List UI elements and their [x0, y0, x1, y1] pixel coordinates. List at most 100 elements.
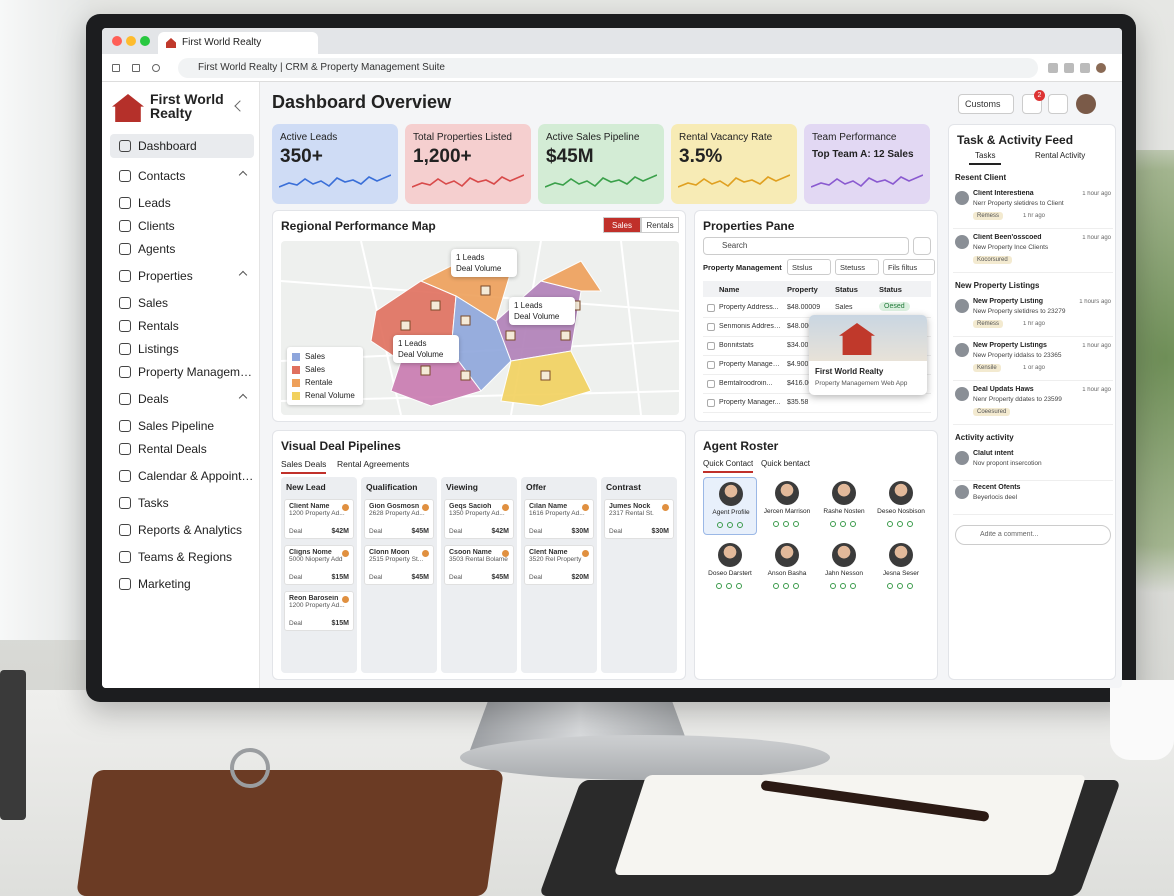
nav-label: Calendar & Appointments	[138, 469, 254, 483]
feed-item[interactable]: Deal Updats Haws Nenr Property ddates to …	[953, 385, 1113, 425]
deal-card[interactable]: Clonn Moon 2515 Property St... Deal $45M	[364, 545, 434, 585]
nav-button[interactable]	[112, 64, 120, 72]
nav-subitem[interactable]: Property Management	[110, 360, 254, 384]
feed-tab[interactable]: Rental Activity	[1035, 151, 1086, 160]
deal-card[interactable]: Clent Name 3520 Rel Property Deal $20M	[524, 545, 594, 585]
nav-item[interactable]: Reports & Analytics	[110, 518, 254, 542]
feed-tab[interactable]: Tasks	[969, 151, 1002, 165]
feed-item-text: New Property sletidres to 23279	[973, 308, 1066, 315]
pipeline-column: New Lead Client Name 1200 Property Ad... De…	[281, 477, 357, 673]
nav-icon	[119, 524, 131, 536]
browser-tab[interactable]: First World Realty	[158, 32, 318, 54]
table-cell: Senmonis Address...	[719, 323, 783, 330]
filter-dropdown[interactable]: Fils filtus	[883, 259, 935, 275]
toolbar-icon[interactable]	[1080, 63, 1090, 73]
agent-card[interactable]: Doseo Darstert	[703, 539, 757, 597]
deal-card[interactable]: Client Name 1200 Property Ad... Deal $42M	[284, 499, 354, 539]
nav-item[interactable]: Properties	[110, 264, 254, 288]
kpi-card: Total Properties Listed 1,200+	[405, 124, 531, 204]
nav-subitem[interactable]: Sales	[110, 291, 254, 315]
roster-tab[interactable]: Quick bentact	[761, 459, 810, 468]
contact-icon	[783, 583, 789, 589]
pipeline-tab[interactable]: Sales Deals	[281, 459, 327, 474]
feed-item[interactable]: Recent Ofents Beyerlocis deel	[953, 483, 1113, 515]
map-callout[interactable]: 1 Leads Deal Volume	[509, 297, 575, 325]
agent-card[interactable]: Anson Basha	[760, 539, 814, 597]
nav-label: Dashboard	[138, 139, 197, 153]
nav-item[interactable]: Tasks	[110, 491, 254, 515]
notifications[interactable]: 2	[1022, 90, 1045, 114]
filter-button[interactable]	[913, 237, 931, 255]
user-avatar[interactable]	[1076, 94, 1096, 114]
deal-card[interactable]: Cilan Name 1616 Property Ad... Deal $30M	[524, 499, 594, 539]
nav-item[interactable]: Deals	[110, 387, 254, 411]
nav-subitem[interactable]: Rental Deals	[110, 437, 254, 461]
deal-label: Deal	[449, 574, 463, 581]
table-row[interactable]: Property Manager... $35.58	[703, 394, 931, 413]
agent-card[interactable]: Jercen Marrison	[760, 477, 814, 535]
deal-card[interactable]: Cligns Nome 5000 Nioperty Add Deal $15M	[284, 545, 354, 585]
toolbar-icon[interactable]	[1096, 63, 1106, 73]
url-field[interactable]: First World Realty | CRM & Property Mana…	[178, 58, 1038, 78]
nav-subitem[interactable]: Agents	[110, 237, 254, 261]
feed-item[interactable]: Client Been'osscoed New Property Ince Cli…	[953, 233, 1113, 273]
comment-field[interactable]: Adite a comment...	[955, 525, 1111, 545]
legend-swatch	[292, 365, 300, 374]
nav-icon	[119, 420, 131, 432]
nav-button[interactable]	[132, 64, 140, 72]
feed-item[interactable]: Client Interestiena Nerr Property sletidr…	[953, 189, 1113, 229]
agent-card[interactable]: Agent Profile	[703, 477, 757, 535]
agent-card[interactable]: Jesna Seser	[874, 539, 928, 597]
deal-name: Clent Name	[529, 549, 568, 556]
pipeline-column: Viewing Geqs Sacioh 1350 Property Ad... Dea…	[441, 477, 517, 673]
kpi-chart	[810, 169, 924, 198]
nav-button[interactable]	[152, 64, 160, 72]
toolbar-icon[interactable]	[1048, 63, 1058, 73]
deal-card[interactable]: Reon Barosein 1200 Property Ad... Deal $15M	[284, 591, 354, 631]
collapse-button[interactable]	[234, 100, 246, 112]
nav-subitem[interactable]: Rentals	[110, 314, 254, 338]
agent-card[interactable]: Deseo Nosbison	[874, 477, 928, 535]
feed-item[interactable]: New Property Listings New Property iddals…	[953, 341, 1113, 381]
nav-item[interactable]: Calendar & Appointments	[110, 464, 254, 488]
table-cell: $35.58	[787, 399, 809, 406]
agent-card[interactable]: Rashe Nosten	[817, 477, 871, 535]
agent-card[interactable]: Jahn Nesson	[817, 539, 871, 597]
roster-tab[interactable]: Quick Contact	[703, 459, 754, 473]
map-callout[interactable]: 1 Leads Deal Volume	[451, 249, 517, 277]
feed-item[interactable]: New Property Listing New Property sletidr…	[953, 297, 1113, 337]
filter-dropdown[interactable]: Stslus	[787, 259, 831, 275]
feed-tag: Remess	[973, 320, 1004, 328]
preview-title: First World Realty	[815, 367, 884, 376]
dropdown-label: Stslus	[792, 263, 813, 272]
nav-item[interactable]: Dashboard	[110, 134, 254, 158]
deal-card[interactable]: Geqs Sacioh 1350 Property Ad... Deal $42M	[444, 499, 514, 539]
map-tab[interactable]: Rentals	[641, 217, 679, 233]
table-cell: Property Manager...	[719, 399, 781, 406]
toolbar-icon[interactable]	[1064, 63, 1074, 73]
map-tab[interactable]: Sales	[603, 217, 641, 233]
nav-item[interactable]: Contacts	[110, 164, 254, 188]
nav-subitem[interactable]: Leads	[110, 191, 254, 215]
nav-subitem[interactable]: Listings	[110, 337, 254, 361]
table-cell: Bemtalroodroin...	[719, 380, 773, 387]
filter-dropdown[interactable]: Stetuss	[835, 259, 879, 275]
tab-label: Rentals	[646, 221, 674, 230]
deal-label: Deal	[529, 528, 543, 535]
search-field[interactable]: Search	[703, 237, 909, 255]
calendar-button[interactable]	[1048, 94, 1068, 114]
nav-subitem[interactable]: Clients	[110, 214, 254, 238]
deal-card[interactable]: Gion Gosmosn 2628 Property Ad... Deal $45M	[364, 499, 434, 539]
map-callout[interactable]: 1 Leads Deal Volume	[393, 335, 459, 363]
nav-subitem[interactable]: Sales Pipeline	[110, 414, 254, 438]
deal-card[interactable]: Jumes Nock 2317 Rental St. Deal $30M	[604, 499, 674, 539]
customize-button[interactable]: Customs	[958, 94, 1014, 114]
nav-item[interactable]: Marketing	[110, 572, 254, 596]
deal-card[interactable]: Csoon Name 3503 Rental Bolame Deal $45M	[444, 545, 514, 585]
deal-name: Client Name	[289, 503, 330, 510]
pipeline-tab[interactable]: Rental Agreements	[337, 459, 410, 469]
contact-icon	[727, 522, 733, 528]
feed-item[interactable]: Clalut intent Nov propont insercotion	[953, 449, 1113, 481]
nav-item[interactable]: Teams & Regions	[110, 545, 254, 569]
